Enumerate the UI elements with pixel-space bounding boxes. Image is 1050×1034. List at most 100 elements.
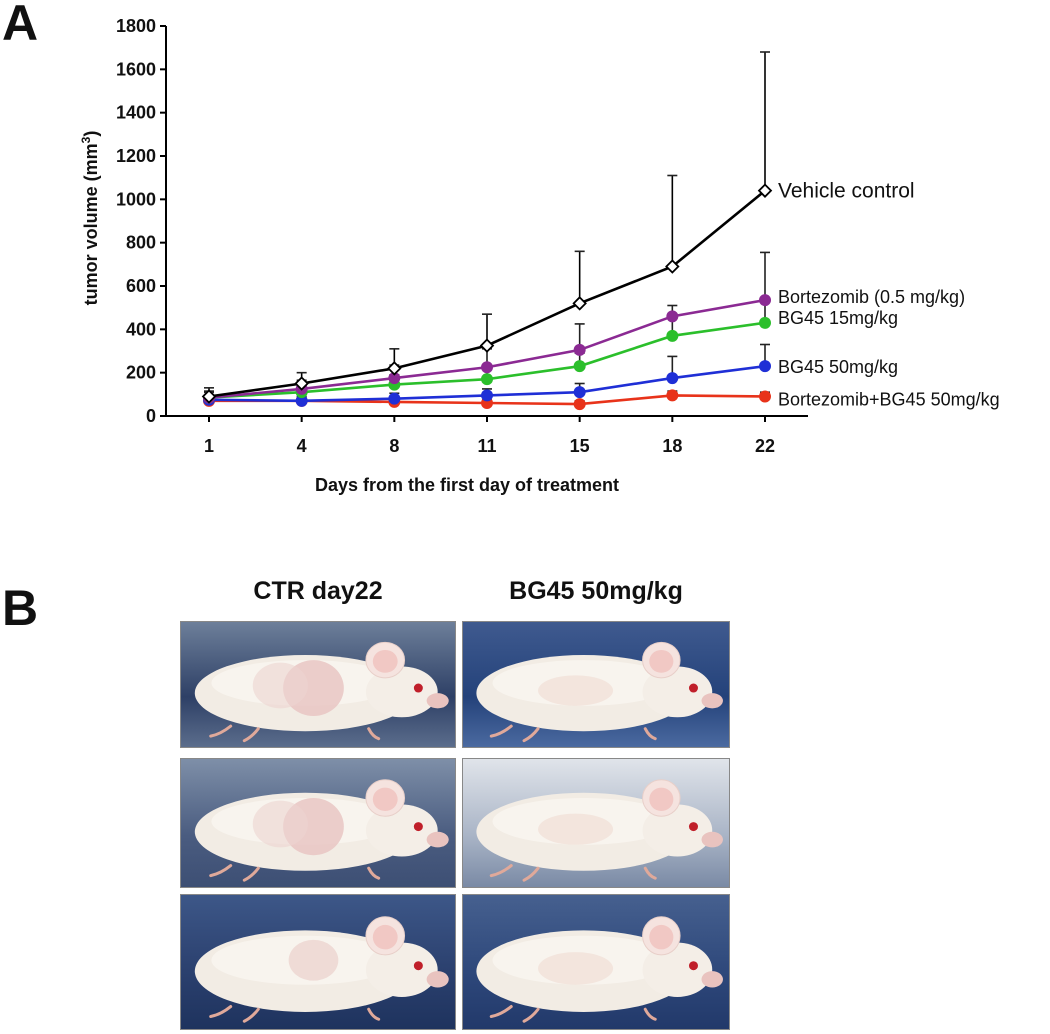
mouse-head-shape — [642, 942, 713, 997]
x-axis-label: Days from the first day of treatment — [315, 475, 619, 495]
mouse-nose-shape — [426, 971, 449, 988]
data-point-0-2 — [387, 361, 402, 376]
y-tick-label-1600: 1600 — [116, 59, 156, 79]
mouse-eye-shape — [413, 961, 423, 971]
column-heading-ctr: CTR day22 — [253, 577, 383, 605]
mouse-ear-inner-shape — [372, 924, 398, 950]
y-tick-label-1800: 1800 — [116, 16, 156, 36]
mouse-illustration — [194, 779, 449, 882]
mouse-head-shape — [642, 666, 713, 718]
mouse-head-shape — [365, 666, 438, 718]
data-point-1-3 — [481, 361, 493, 374]
series-label-4: Bortezomib+BG45 50mg/kg — [778, 390, 1000, 410]
mouse-feet-shape — [209, 864, 381, 882]
series-3: BG45 50mg/kg — [203, 343, 898, 407]
y-tick-label-0: 0 — [146, 406, 156, 426]
data-point-2-3 — [481, 373, 493, 386]
data-point-0-3 — [479, 338, 495, 353]
mouse-feet-shape — [489, 1005, 657, 1023]
tumor-shadow-shape — [252, 800, 308, 848]
y-tick-label-400: 400 — [126, 319, 156, 339]
mouse-photo-6 — [462, 894, 730, 1030]
data-point-3-2 — [388, 392, 401, 405]
mouse-illustration — [194, 641, 449, 743]
mouse-photo-2 — [462, 621, 730, 748]
data-point-2-5 — [666, 329, 679, 342]
tumor-shadow-shape — [252, 662, 308, 709]
mouse-eye-shape — [688, 822, 698, 832]
mouse-head-shape — [365, 804, 438, 857]
data-point-0-1 — [294, 376, 309, 391]
mouse-feet-shape — [209, 724, 381, 743]
mouse-ear-inner-shape — [649, 924, 674, 950]
mouse-photo-1 — [180, 621, 456, 748]
shaved-flank-shape — [538, 675, 614, 706]
y-axis-ticks: 0 200 400 600 800 1000 1200 1400 1600 1800 — [116, 16, 166, 426]
x-tick-label-1: 1 — [204, 436, 214, 456]
data-point-3-1 — [295, 394, 308, 407]
series-0: Vehicle control — [201, 51, 915, 404]
mouse-ear-inner-shape — [649, 787, 674, 811]
data-point-3-3 — [481, 389, 493, 402]
series-label-2: BG45 15mg/kg — [778, 308, 898, 328]
data-point-4-6 — [759, 390, 771, 403]
x-axis-ticks: 1 4 8 11 15 18 22 — [204, 416, 775, 456]
y-tick-label-1000: 1000 — [116, 189, 156, 209]
mouse-nose-shape — [701, 971, 723, 988]
series-layer: Bortezomib+BG45 50mg/kg BG45 50mg/kg BG45 … — [201, 51, 1000, 411]
mouse-eye-shape — [688, 961, 698, 971]
mouse-nose-shape — [426, 831, 449, 848]
x-tick-label-22: 22 — [755, 436, 775, 456]
tumor-shape — [288, 939, 339, 981]
series-label-1: Bortezomib (0.5 mg/kg) — [778, 287, 965, 307]
data-point-3-6 — [759, 360, 771, 373]
mouse-ear-inner-shape — [372, 787, 398, 811]
mouse-nose-shape — [426, 693, 449, 709]
mouse-illustration — [476, 779, 723, 882]
mouse-illustration — [476, 641, 723, 743]
column-heading-bg45: BG45 50mg/kg — [509, 577, 683, 605]
mouse-eye-shape — [413, 683, 423, 693]
mouse-head-shape — [642, 804, 713, 857]
data-point-4-4 — [573, 398, 586, 411]
y-axis-label-superscript: 3 — [79, 136, 93, 143]
y-axis-label-text: tumor volume (mm — [81, 143, 101, 305]
data-point-1-2 — [388, 372, 401, 385]
data-point-0-0 — [201, 389, 217, 404]
x-tick-label-8: 8 — [389, 436, 399, 456]
mouse-eye-shape — [688, 683, 698, 693]
y-axis-label-close: ) — [81, 131, 101, 137]
data-point-1-4 — [573, 343, 586, 356]
panel-a-letter: A — [2, 0, 39, 51]
y-tick-label-800: 800 — [126, 233, 156, 253]
x-tick-label-18: 18 — [662, 436, 682, 456]
mouse-feet-shape — [489, 864, 657, 882]
x-tick-label-4: 4 — [297, 436, 307, 456]
data-point-0-5 — [665, 259, 680, 274]
y-tick-label-600: 600 — [126, 276, 156, 296]
mouse-nose-shape — [701, 693, 723, 709]
panel-b-letter: B — [2, 580, 39, 636]
mouse-ear-inner-shape — [372, 649, 398, 673]
mouse-feet-shape — [209, 1005, 381, 1023]
shaved-flank-shape — [538, 952, 614, 985]
data-point-4-5 — [666, 389, 679, 402]
data-point-2-4 — [573, 360, 586, 373]
mouse-head-shape — [365, 942, 438, 997]
y-tick-label-1400: 1400 — [116, 103, 156, 123]
series-label-3: BG45 50mg/kg — [778, 357, 898, 377]
data-point-3-5 — [666, 372, 679, 385]
data-point-2-6 — [759, 316, 771, 329]
mouse-illustration — [194, 916, 449, 1023]
y-tick-label-200: 200 — [126, 363, 156, 383]
mouse-photo-3 — [180, 758, 456, 888]
mouse-nose-shape — [701, 831, 723, 848]
mouse-feet-shape — [489, 724, 657, 743]
data-point-1-5 — [666, 310, 679, 323]
mouse-ear-inner-shape — [649, 649, 674, 673]
data-point-0-6 — [757, 183, 773, 198]
shaved-flank-shape — [538, 813, 614, 845]
data-point-1-6 — [759, 294, 771, 307]
series-label-0: Vehicle control — [778, 180, 915, 203]
